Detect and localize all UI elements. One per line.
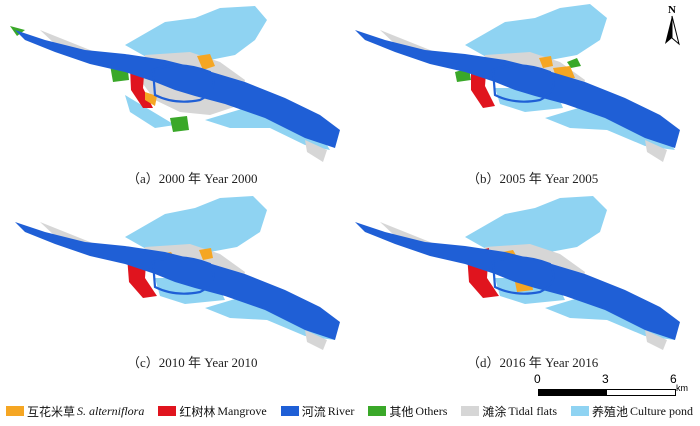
- legend-item-tidal-flats: 滩涂 Tidal flats: [455, 403, 557, 420]
- legend-label-en: Culture pond: [630, 403, 693, 418]
- legend-label-en: River: [327, 403, 355, 418]
- legend-swatch-culture-pond: [570, 406, 589, 416]
- scale-tick-3: 3: [602, 372, 609, 386]
- legend-label-cn: 养殖池: [591, 404, 628, 419]
- scale-bar: 0 3 6 km: [530, 372, 690, 398]
- scale-segment-white: [606, 389, 676, 396]
- scale-tick-6: 6: [670, 372, 677, 386]
- legend-label-en: S. alterniflora: [77, 403, 145, 418]
- legend-item-others: 其他 Others: [362, 403, 447, 420]
- land-cover-map-2010: [15, 196, 340, 350]
- legend-label-en: Others: [415, 403, 448, 418]
- legend-label-cn: 滩涂: [482, 404, 507, 419]
- legend-label-cn: 其他: [389, 404, 414, 419]
- north-arrow: N: [660, 4, 684, 48]
- legend-label-en: Mangrove: [217, 403, 267, 418]
- legend-item-mangrove: 红树林 Mangrove: [152, 403, 267, 420]
- north-arrow-icon: [665, 15, 680, 46]
- scale-tick-0: 0: [534, 372, 541, 386]
- legend-label-cn: 河流: [301, 404, 326, 419]
- legend-swatch-mangrove: [158, 406, 177, 416]
- legend-item-river: 河流 River: [275, 403, 355, 420]
- legend-label-cn: 互花米草: [27, 404, 76, 419]
- map-panel-2005: [345, 0, 690, 168]
- scale-unit: km: [676, 383, 688, 393]
- land-cover-map-2000: [10, 6, 340, 162]
- legend-item-culture-pond: 养殖池 Culture pond: [565, 403, 693, 420]
- map-panel-2016: [345, 192, 690, 352]
- legend-swatch-spartina: [6, 406, 24, 416]
- legend-label-en: Tidal flats: [508, 403, 557, 418]
- legend-label-cn: 红树林: [179, 404, 216, 419]
- land-cover-map-2005: [355, 4, 680, 162]
- legend-swatch-others: [368, 406, 387, 416]
- legend: 互花米草 S. alterniflora 红树林 Mangrove 河流 Riv…: [0, 400, 700, 422]
- legend-swatch-tidal-flats: [461, 406, 480, 416]
- caption-2005: （b）2005 年 Year 2005: [467, 171, 599, 186]
- caption-2016: （d）2016 年 Year 2016: [467, 355, 599, 370]
- north-arrow-label: N: [668, 4, 676, 16]
- map-panel-2010: [5, 192, 350, 352]
- caption-2010: （c）2010 年 Year 2010: [127, 355, 258, 370]
- land-cover-map-2016: [355, 196, 680, 350]
- legend-item-spartina: 互花米草 S. alterniflora: [0, 403, 144, 420]
- map-panel-2000: [5, 0, 350, 168]
- caption-2000: （a）2000 年 Year 2000: [127, 171, 258, 186]
- legend-swatch-river: [280, 406, 299, 416]
- scale-segment-black: [538, 389, 606, 396]
